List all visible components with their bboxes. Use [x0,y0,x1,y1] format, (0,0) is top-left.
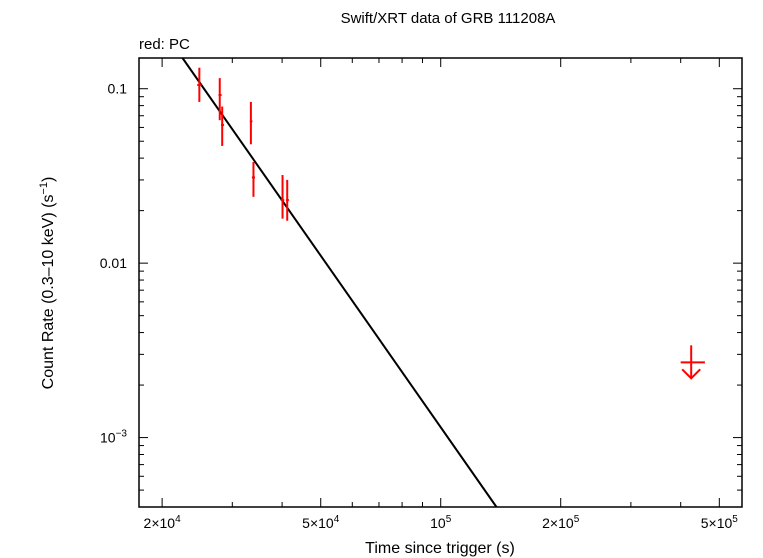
x-tick-label-exponent: 5 [574,514,580,525]
y-tick-label: 10−3 [100,429,127,446]
upper-limit-arrowhead [681,368,701,380]
x-tick-label-exponent: 5 [446,514,452,525]
y-axis-label-end: ) [40,177,57,182]
x-tick-label-mantissa: 5×10 [701,515,733,531]
x-tick-label-mantissa: 10 [430,515,446,531]
y-axis-label-exponent: −1 [38,182,50,195]
data-point [280,175,285,219]
data-point [249,101,253,145]
y-tick-label-mantissa: 0.01 [100,255,127,271]
data-point [220,106,225,146]
x-tick-label-exponent: 5 [732,514,738,525]
y-tick-label-mantissa: 0.1 [108,81,128,97]
x-tick-label: 2×104 [144,514,182,531]
y-axis-label-main: Count Rate (0.3–10 keV) (s [40,195,57,390]
x-tick-label-mantissa: 2×10 [542,515,574,531]
x-axis-label: Time since trigger (s) [365,540,515,557]
x-tick-label: 5×105 [701,514,739,531]
y-tick-label: 0.1 [108,81,128,97]
data-point [218,78,222,121]
x-tick-label-exponent: 4 [175,514,181,525]
chart-subtitle: red: PC [139,36,190,53]
chart-title: Swift/XRT data of GRB 111208A [341,10,556,27]
power-law-fit-line [181,57,498,508]
x-tick-label-mantissa: 2×10 [144,515,176,531]
y-tick-label-mantissa: 10 [100,430,116,446]
x-tick-label-mantissa: 5×10 [302,515,334,531]
model-fit [181,57,498,508]
x-tick-label: 2×105 [542,514,580,531]
x-tick-label-exponent: 4 [334,514,340,525]
data-points [197,67,705,380]
upper-limit-marker [680,345,705,380]
plot-frame [138,57,743,508]
x-tick-label: 105 [430,514,452,531]
y-axis-label: Count Rate (0.3–10 keV) (s−1) [38,177,57,390]
data-point [251,162,255,197]
data-point [285,179,289,221]
y-tick-label-exponent: −3 [116,429,128,440]
y-tick-label: 0.01 [100,255,127,271]
x-tick-label: 5×104 [302,514,340,531]
data-point [197,67,202,102]
